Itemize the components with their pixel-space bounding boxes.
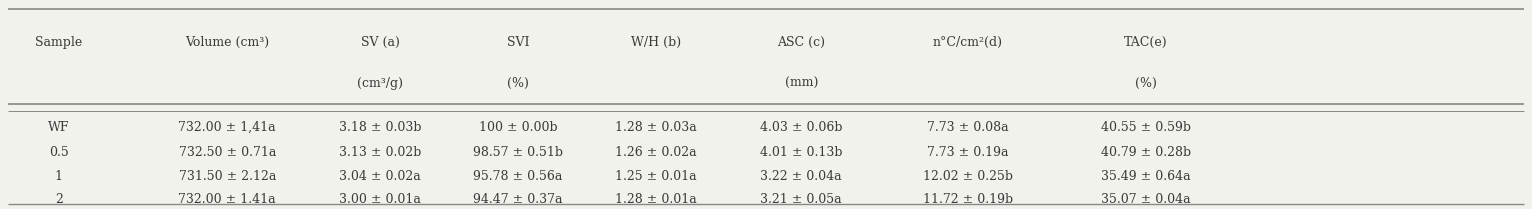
Text: 100 ± 0.00b: 100 ± 0.00b xyxy=(478,121,558,134)
Text: 732.50 ± 0.71a: 732.50 ± 0.71a xyxy=(179,146,276,159)
Text: Sample: Sample xyxy=(35,36,83,49)
Text: WF: WF xyxy=(47,121,69,134)
Text: 3.22 ± 0.04a: 3.22 ± 0.04a xyxy=(760,169,843,183)
Text: 40.79 ± 0.28b: 40.79 ± 0.28b xyxy=(1100,146,1190,159)
Text: 732.00 ± 1,41a: 732.00 ± 1,41a xyxy=(178,121,276,134)
Text: 95.78 ± 0.56a: 95.78 ± 0.56a xyxy=(473,169,562,183)
Text: 2: 2 xyxy=(55,194,63,206)
Text: 35.07 ± 0.04a: 35.07 ± 0.04a xyxy=(1102,194,1190,206)
Text: (cm³/g): (cm³/g) xyxy=(357,77,403,90)
Text: 98.57 ± 0.51b: 98.57 ± 0.51b xyxy=(473,146,564,159)
Text: 7.73 ± 0.19a: 7.73 ± 0.19a xyxy=(927,146,1008,159)
Text: 40.55 ± 0.59b: 40.55 ± 0.59b xyxy=(1100,121,1190,134)
Text: 12.02 ± 0.25b: 12.02 ± 0.25b xyxy=(924,169,1013,183)
Text: 1.25 ± 0.01a: 1.25 ± 0.01a xyxy=(614,169,697,183)
Text: 0.5: 0.5 xyxy=(49,146,69,159)
Text: 1.28 ± 0.03a: 1.28 ± 0.03a xyxy=(614,121,697,134)
Text: Volume (cm³): Volume (cm³) xyxy=(185,36,270,49)
Text: W/H (b): W/H (b) xyxy=(631,36,680,49)
Text: (mm): (mm) xyxy=(784,77,818,90)
Text: SV (a): SV (a) xyxy=(362,36,400,49)
Text: ASC (c): ASC (c) xyxy=(777,36,826,49)
Text: 3.04 ± 0.02a: 3.04 ± 0.02a xyxy=(340,169,421,183)
Text: 1.28 ± 0.01a: 1.28 ± 0.01a xyxy=(614,194,697,206)
Text: (%): (%) xyxy=(1135,77,1157,90)
Text: 3.13 ± 0.02b: 3.13 ± 0.02b xyxy=(339,146,421,159)
Text: 3.00 ± 0.01a: 3.00 ± 0.01a xyxy=(340,194,421,206)
Text: 3.18 ± 0.03b: 3.18 ± 0.03b xyxy=(339,121,421,134)
Text: 1: 1 xyxy=(55,169,63,183)
Text: 3.21 ± 0.05a: 3.21 ± 0.05a xyxy=(760,194,843,206)
Text: 4.03 ± 0.06b: 4.03 ± 0.06b xyxy=(760,121,843,134)
Text: 35.49 ± 0.64a: 35.49 ± 0.64a xyxy=(1102,169,1190,183)
Text: 732.00 ± 1.41a: 732.00 ± 1.41a xyxy=(178,194,276,206)
Text: 11.72 ± 0.19b: 11.72 ± 0.19b xyxy=(922,194,1013,206)
Text: 4.01 ± 0.13b: 4.01 ± 0.13b xyxy=(760,146,843,159)
Text: SVI: SVI xyxy=(507,36,529,49)
Text: 731.50 ± 2.12a: 731.50 ± 2.12a xyxy=(179,169,276,183)
Text: 1.26 ± 0.02a: 1.26 ± 0.02a xyxy=(614,146,697,159)
Text: n°C/cm²(d): n°C/cm²(d) xyxy=(933,36,1003,49)
Text: 7.73 ± 0.08a: 7.73 ± 0.08a xyxy=(927,121,1010,134)
Text: (%): (%) xyxy=(507,77,529,90)
Text: TAC(e): TAC(e) xyxy=(1124,36,1167,49)
Text: 94.47 ± 0.37a: 94.47 ± 0.37a xyxy=(473,194,562,206)
